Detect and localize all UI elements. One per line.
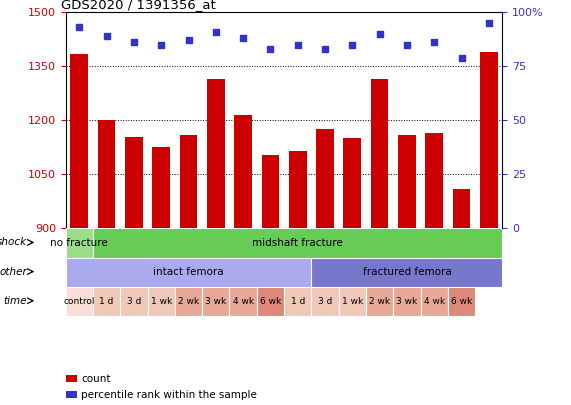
Text: 4 wk: 4 wk <box>232 297 254 306</box>
Bar <box>120 287 147 316</box>
Text: 6 wk: 6 wk <box>451 297 472 306</box>
Text: time: time <box>3 296 27 306</box>
Point <box>130 39 139 46</box>
Point <box>211 28 220 35</box>
Point <box>429 39 439 46</box>
Bar <box>175 287 202 316</box>
Point <box>457 54 466 61</box>
Text: 2 wk: 2 wk <box>369 297 390 306</box>
Bar <box>316 129 334 228</box>
Text: 1 d: 1 d <box>99 297 114 306</box>
Text: other: other <box>0 266 27 277</box>
Point <box>75 24 84 30</box>
Bar <box>366 287 393 316</box>
Bar <box>202 287 230 316</box>
Point <box>239 35 248 41</box>
Text: 1 wk: 1 wk <box>341 297 363 306</box>
Bar <box>284 287 311 316</box>
Point <box>403 41 412 48</box>
Bar <box>66 258 311 287</box>
Text: 3 d: 3 d <box>318 297 332 306</box>
Text: 1 d: 1 d <box>291 297 305 306</box>
Point <box>320 46 329 52</box>
Bar <box>289 151 307 228</box>
Text: GDS2020 / 1391356_at: GDS2020 / 1391356_at <box>61 0 216 11</box>
Bar <box>311 287 339 316</box>
Bar <box>448 287 475 316</box>
Point <box>184 37 193 43</box>
Text: percentile rank within the sample: percentile rank within the sample <box>81 390 257 400</box>
Text: fractured femora: fractured femora <box>363 267 451 277</box>
Bar <box>371 79 388 228</box>
Text: no fracture: no fracture <box>50 238 108 248</box>
Text: 2 wk: 2 wk <box>178 297 199 306</box>
Bar <box>230 287 257 316</box>
Bar <box>311 258 502 287</box>
Bar <box>257 287 284 316</box>
Text: control: control <box>63 297 95 306</box>
Bar <box>421 287 448 316</box>
Bar <box>98 120 115 228</box>
Bar <box>152 147 170 228</box>
Text: 3 d: 3 d <box>127 297 141 306</box>
Bar <box>343 139 361 228</box>
Bar <box>66 375 77 382</box>
Point <box>348 41 357 48</box>
Point <box>102 33 111 39</box>
Point <box>375 30 384 37</box>
Bar <box>66 391 77 399</box>
Bar <box>393 287 421 316</box>
Bar <box>66 228 93 258</box>
Point <box>484 20 493 26</box>
Point <box>156 41 166 48</box>
Text: 3 wk: 3 wk <box>396 297 417 306</box>
Bar <box>207 79 225 228</box>
Text: 3 wk: 3 wk <box>205 297 227 306</box>
Bar <box>66 287 93 316</box>
Bar <box>93 287 120 316</box>
Bar <box>480 52 498 228</box>
Bar <box>262 155 279 228</box>
Point <box>266 46 275 52</box>
Bar <box>339 287 366 316</box>
Text: intact femora: intact femora <box>153 267 224 277</box>
Text: shock: shock <box>0 237 27 247</box>
Text: midshaft fracture: midshaft fracture <box>252 238 343 248</box>
Bar <box>398 135 416 228</box>
Bar <box>453 189 471 228</box>
Bar <box>180 135 198 228</box>
Bar <box>147 287 175 316</box>
Point <box>293 41 302 48</box>
Bar <box>234 115 252 228</box>
Bar <box>70 53 88 228</box>
Text: 6 wk: 6 wk <box>260 297 281 306</box>
Bar <box>425 133 443 228</box>
Text: 1 wk: 1 wk <box>151 297 172 306</box>
Text: 4 wk: 4 wk <box>424 297 445 306</box>
Text: count: count <box>81 374 110 384</box>
Bar <box>125 136 143 228</box>
